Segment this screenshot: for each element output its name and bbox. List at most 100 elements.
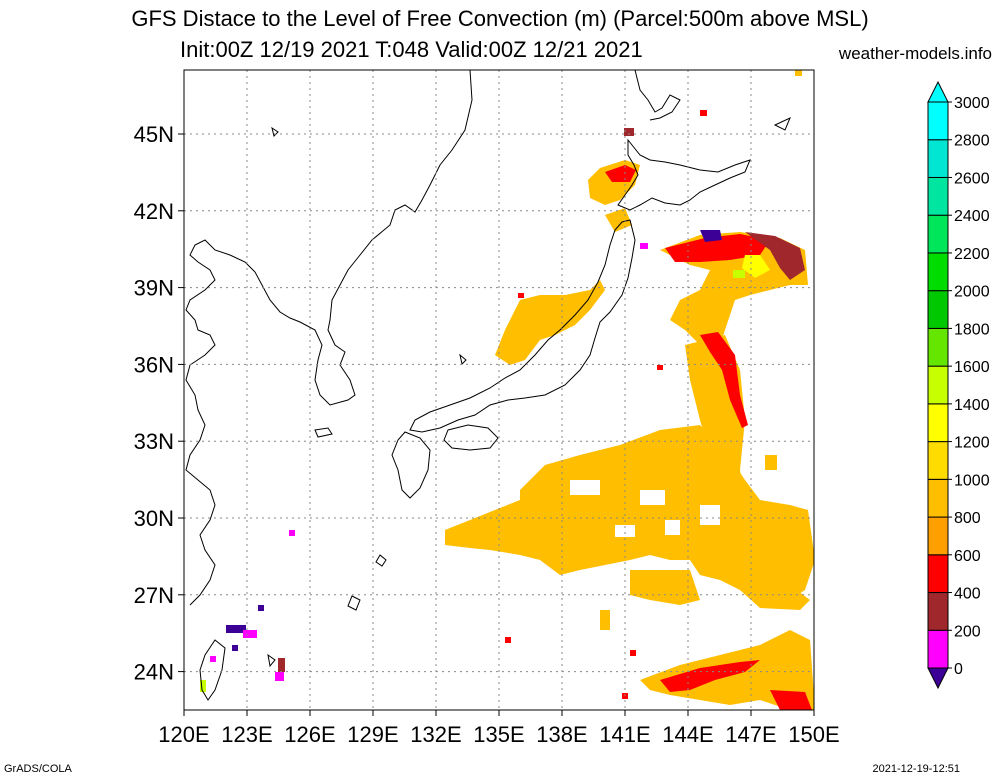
speck: [700, 110, 707, 116]
shade-ne-brown: [745, 232, 805, 280]
colorbar-box: [927, 139, 949, 178]
chart-title: GFS Distace to the Level of Free Convect…: [131, 6, 869, 31]
hole: [640, 490, 665, 505]
colorbar: 0 200 400 600 800 1000 1200 1400 1600 1800 2000 220…: [927, 80, 990, 690]
speck: [505, 637, 511, 643]
speck: [518, 293, 524, 298]
colorbar-label: 400: [954, 586, 981, 603]
lon-tick-label: 141E: [599, 722, 650, 747]
colorbar-label: 2400: [954, 208, 990, 225]
colorbar-box: [927, 441, 949, 480]
lat-tick-label: 42N: [134, 199, 174, 224]
lon-tick-label: 126E: [284, 722, 335, 747]
lat-tick-label: 36N: [134, 352, 174, 377]
shade-bit: [765, 455, 777, 470]
shade-bottom-red: [770, 690, 812, 710]
lat-tick-label: 45N: [134, 122, 174, 147]
coast-island: [375, 554, 387, 567]
speck: [624, 128, 634, 136]
lat-tick-label: 24N: [134, 660, 174, 685]
coast-honshu: [409, 219, 636, 433]
speck: [243, 630, 257, 638]
coastlines: [185, 70, 791, 701]
coast-island: [459, 353, 467, 365]
colorbar-label: 3000: [954, 95, 990, 112]
lon-tick-label: 135E: [473, 722, 524, 747]
coast-island: [314, 427, 333, 438]
speck: [640, 243, 648, 249]
coast-island: [271, 126, 279, 137]
speck: [200, 680, 206, 692]
lat-tick-label: 39N: [134, 276, 174, 301]
speck: [226, 625, 246, 633]
speck: [657, 365, 663, 370]
coast-island: [773, 117, 791, 131]
shade-bit: [600, 610, 610, 630]
coast-sakhalin: [634, 70, 681, 121]
coast-shikoku: [443, 424, 499, 451]
lat-tick-label: 33N: [134, 429, 174, 454]
colorbar-box: [927, 403, 949, 443]
shade-south-scatter: [740, 585, 810, 610]
coast-hokkaido: [617, 138, 751, 211]
speck: [278, 658, 285, 672]
footer-timestamp: 2021-12-19-12:51: [872, 763, 960, 775]
colorbar-label: 200: [954, 623, 981, 640]
colorbar-high-triangle: [927, 80, 949, 103]
speck: [275, 672, 284, 681]
shade-south-broad: [445, 425, 814, 600]
shade-hokkaido-red: [605, 165, 636, 182]
lon-axis: 120E 123E 126E 129E 132E 135E 138E 141E 144E 147E…: [158, 710, 840, 747]
colorbar-box: [927, 554, 949, 594]
colorbar-box: [927, 592, 949, 631]
shade-ne-yellow: [742, 255, 770, 278]
lon-tick-label: 123E: [221, 722, 272, 747]
speck: [258, 605, 264, 611]
lon-tick-label: 144E: [662, 722, 713, 747]
colorbar-label: 1400: [954, 397, 990, 414]
colorbar-label: 600: [954, 548, 981, 565]
lat-axis: 24N 27N 30N 33N 36N 39N 42N 45N: [134, 122, 184, 685]
lon-tick-label: 147E: [725, 722, 776, 747]
lon-tick-label: 129E: [347, 722, 398, 747]
colorbar-label: 0: [954, 661, 963, 678]
shade-japan-sea: [495, 280, 605, 365]
coast-taiwan: [199, 639, 226, 701]
colorbar-label: 1800: [954, 321, 990, 338]
speck: [630, 650, 636, 656]
lfc-shading: [200, 70, 814, 710]
shade-ne-red: [665, 234, 770, 262]
shade-ne-green: [733, 270, 745, 278]
colorbar-box: [927, 290, 949, 329]
lon-tick-label: 132E: [410, 722, 461, 747]
colorbar-box: [927, 176, 949, 216]
lon-tick-label: 120E: [158, 722, 209, 747]
lon-tick-label: 138E: [536, 722, 587, 747]
site-credit: weather-models.info: [838, 44, 992, 63]
colorbar-box: [927, 327, 949, 367]
colorbar-label: 1200: [954, 435, 990, 452]
speck: [210, 656, 216, 662]
chart-subtitle: Init:00Z 12/19 2021 T:048 Valid:00Z 12/2…: [180, 37, 643, 62]
colorbar-label: 1600: [954, 359, 990, 376]
shade-bottom-red: [660, 660, 760, 692]
shade-east-red: [700, 332, 748, 428]
lat-tick-label: 30N: [134, 506, 174, 531]
footer-credit: GrADS/COLA: [4, 763, 72, 775]
speck: [795, 70, 802, 76]
colorbar-label: 2800: [954, 133, 990, 150]
coast-mainland: [185, 70, 473, 606]
colorbar-label: 800: [954, 510, 981, 527]
lon-tick-label: 150E: [788, 722, 839, 747]
shade-ne-purple: [700, 230, 722, 242]
colorbar-label: 2600: [954, 170, 990, 187]
hole: [570, 480, 600, 495]
colorbar-box: [927, 214, 949, 254]
speck: [232, 645, 238, 651]
speck: [289, 530, 295, 536]
hole: [615, 525, 635, 537]
colorbar-box: [927, 478, 949, 518]
colorbar-box: [927, 365, 949, 405]
colorbar-low-triangle: [927, 667, 949, 690]
